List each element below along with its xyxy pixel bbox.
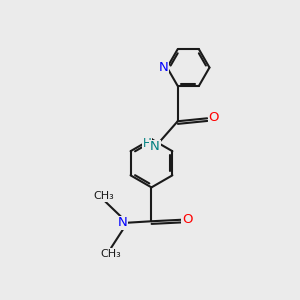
Text: CH₃: CH₃ <box>101 249 122 259</box>
Text: N: N <box>118 216 128 229</box>
Text: O: O <box>182 213 193 226</box>
Text: CH₃: CH₃ <box>93 191 114 201</box>
Text: H: H <box>143 136 152 149</box>
Text: O: O <box>208 111 219 124</box>
Text: N: N <box>159 61 168 74</box>
Text: N: N <box>150 140 160 153</box>
